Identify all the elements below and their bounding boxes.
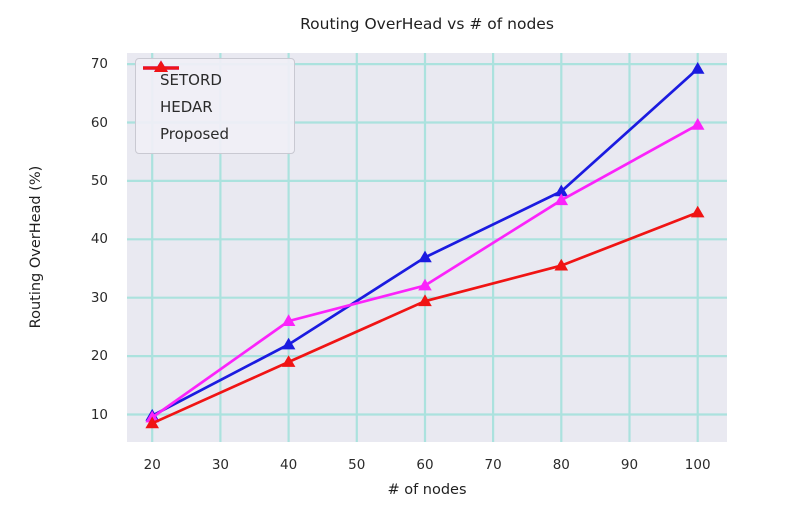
legend-label: Proposed [160, 124, 230, 143]
marker-Proposed-x100 [690, 205, 705, 218]
marker-SETORD-x80 [554, 184, 569, 197]
marker-HEDAR-x100 [690, 118, 705, 130]
marker-Proposed-x40 [281, 355, 296, 367]
marker-SETORD-x60 [418, 250, 432, 263]
x-axis-label: # of nodes [387, 482, 467, 498]
y-tick-label-30: 30 [90, 289, 108, 306]
x-tick-label-40: 40 [279, 457, 298, 473]
y-tick-label-50: 50 [90, 172, 108, 189]
y-tick-label-60: 60 [90, 114, 108, 131]
x-tick-label-90: 90 [620, 457, 639, 473]
x-tick-label-70: 70 [484, 457, 502, 473]
legend-line-marker-icon [143, 60, 179, 72]
x-tick-label-20: 20 [143, 457, 161, 473]
legend-label: SETORD [160, 70, 222, 89]
marker-HEDAR-x60 [418, 278, 432, 291]
x-tick-label-100: 100 [684, 457, 711, 473]
y-tick-label-20: 20 [90, 348, 108, 365]
plot-area: SETORD HEDAR Proposed [127, 53, 727, 442]
marker-Proposed-x80 [554, 258, 569, 271]
marker-HEDAR-x80 [554, 193, 569, 206]
x-tick-label-80: 80 [552, 457, 570, 473]
y-tick-label-70: 70 [90, 56, 108, 73]
x-tick-label-60: 60 [416, 457, 434, 473]
legend-item-proposed: Proposed [143, 60, 286, 147]
x-tick-label-50: 50 [348, 457, 366, 473]
marker-Proposed-x20 [145, 416, 159, 429]
legend: SETORD HEDAR Proposed [135, 58, 295, 154]
marker-Proposed-x60 [418, 294, 432, 307]
y-tick-label-10: 10 [90, 406, 108, 423]
chart-title: Routing OverHead vs # of nodes [300, 15, 554, 33]
plot-canvas [127, 53, 727, 442]
marker-HEDAR-x40 [281, 314, 296, 326]
legend-item-hedar: HEDAR [143, 60, 286, 120]
y-axis-label: Routing OverHead (%) [28, 165, 44, 329]
y-tick-label-40: 40 [90, 231, 108, 248]
legend-label: HEDAR [160, 97, 213, 116]
marker-SETORD-x100 [690, 62, 705, 74]
marker-SETORD-x40 [281, 337, 296, 350]
x-tick-label-30: 30 [211, 457, 229, 473]
